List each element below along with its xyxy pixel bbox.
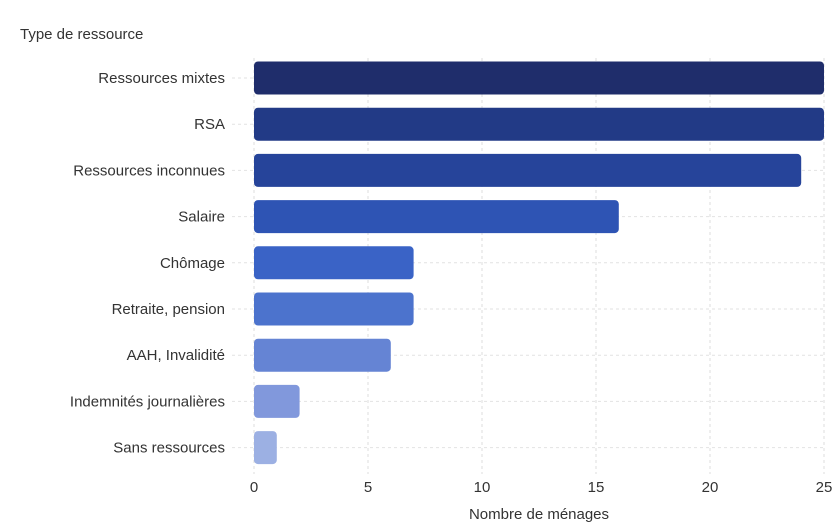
x-tick-label: 5 — [364, 479, 372, 496]
bar-4 — [254, 246, 414, 280]
x-tick-label: 15 — [588, 479, 605, 496]
bar-7 — [254, 384, 300, 418]
x-tick-label: 25 — [816, 479, 833, 496]
x-tick-label: 0 — [250, 479, 258, 496]
bar-3 — [254, 200, 619, 234]
bar-1 — [254, 107, 824, 141]
x-tick-label: 20 — [702, 479, 719, 496]
x-axis-title: Nombre de ménages — [469, 506, 609, 523]
category-label: RSA — [194, 116, 225, 133]
category-labels: Ressources mixtes RSA Ressources inconnues… — [70, 70, 225, 457]
category-label: Ressources mixtes — [98, 70, 225, 87]
category-label: Retraite, pension — [112, 301, 225, 318]
bar-8 — [254, 431, 277, 465]
category-label: Salaire — [178, 209, 225, 226]
bars — [254, 61, 824, 465]
bar-2 — [254, 153, 802, 187]
x-tick-label: 10 — [474, 479, 491, 496]
bar-0 — [254, 61, 824, 95]
category-label: Sans ressources — [113, 440, 225, 457]
bar-5 — [254, 292, 414, 326]
category-label: AAH, Invalidité — [127, 347, 225, 364]
category-label: Indemnités journalières — [70, 393, 225, 410]
category-axis-title: Type de ressource — [20, 26, 143, 43]
bar-6 — [254, 338, 391, 372]
x-tick-labels: 0 5 10 15 20 25 — [250, 479, 833, 496]
category-label: Ressources inconnues — [73, 162, 225, 179]
category-label: Chômage — [160, 255, 225, 272]
